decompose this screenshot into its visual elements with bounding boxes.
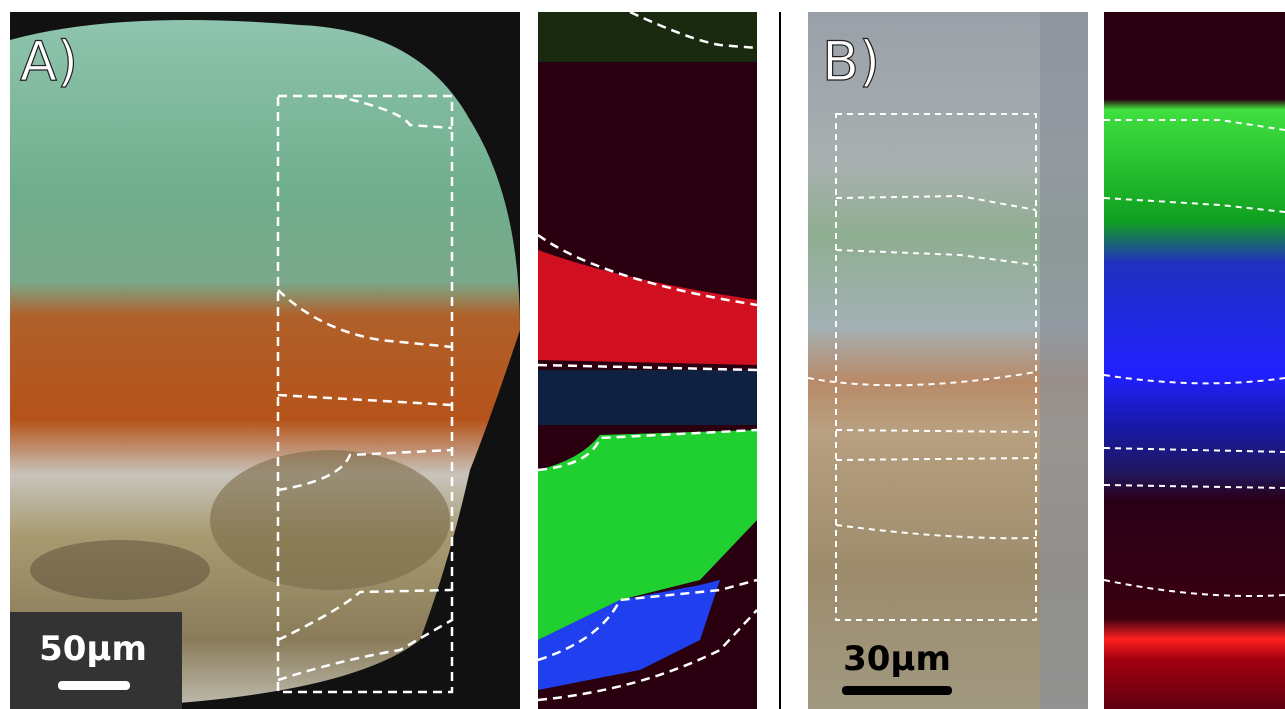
panel-b-map xyxy=(1104,12,1285,709)
background xyxy=(1040,12,1088,709)
scale-bar xyxy=(842,686,952,695)
map-background xyxy=(1104,12,1285,709)
panel-b-photo: B) 30µm xyxy=(808,12,1088,709)
panel-label: A) xyxy=(20,30,78,93)
texture xyxy=(210,450,450,590)
scale-bar xyxy=(58,681,130,690)
scale-bar-label: 50µm xyxy=(39,629,147,669)
panel-label: B) xyxy=(822,30,880,93)
panel-a-map xyxy=(538,12,757,709)
figure: A) 50µm B) 30µm xyxy=(0,0,1285,709)
map-region xyxy=(538,370,757,425)
texture xyxy=(30,540,210,600)
scale-bar-label: 30µm xyxy=(843,639,951,679)
panel-a-photo: A) 50µm xyxy=(10,12,520,709)
